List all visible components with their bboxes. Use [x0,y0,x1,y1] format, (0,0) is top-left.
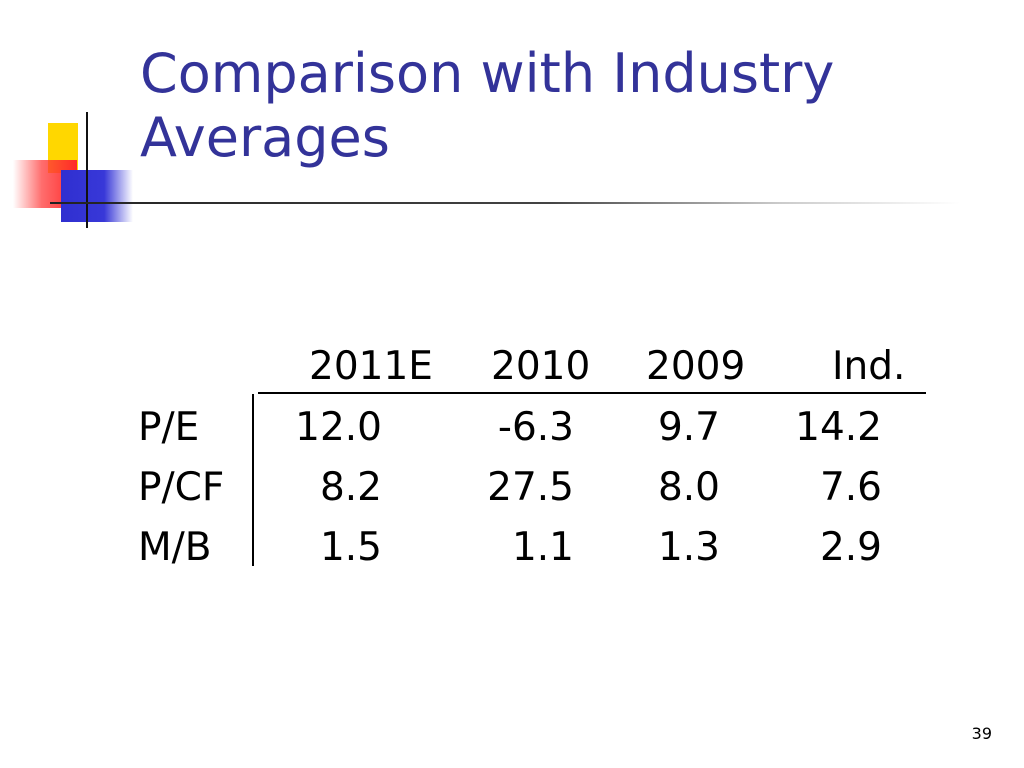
title-underline [50,202,960,204]
table-cell: -6.3 [497,405,574,450]
table-label-rule [252,394,254,566]
table-cell: 8.2 [319,465,382,510]
table-cell: 14.2 [795,405,882,450]
decor-blue-square [61,170,133,222]
slide-title-line-1: Comparison with Industry [140,42,835,105]
slide-title-line-2: Averages [140,106,390,169]
row-label: P/E [138,405,200,450]
table-cell: 7.6 [819,465,882,510]
table-header-rule [258,392,926,394]
column-header: 2011E [309,344,433,389]
table-cell: 1.1 [511,525,574,570]
table-cell: 8.0 [657,465,720,510]
column-header: 2009 [646,344,746,389]
table-cell: 27.5 [487,465,574,510]
row-label: M/B [138,525,212,570]
table-cell: 1.3 [657,525,720,570]
table-cell: 2.9 [819,525,882,570]
slide-title: Comparison with Industry Averages [140,42,834,170]
decor-vertical-line [86,112,88,228]
table-cell: 1.5 [319,525,382,570]
table-cell: 9.7 [657,405,720,450]
column-header: 2010 [491,344,591,389]
slide-number: 39 [971,724,992,743]
row-label: P/CF [138,465,225,510]
column-header: Ind. [832,344,906,389]
table-cell: 12.0 [295,405,382,450]
